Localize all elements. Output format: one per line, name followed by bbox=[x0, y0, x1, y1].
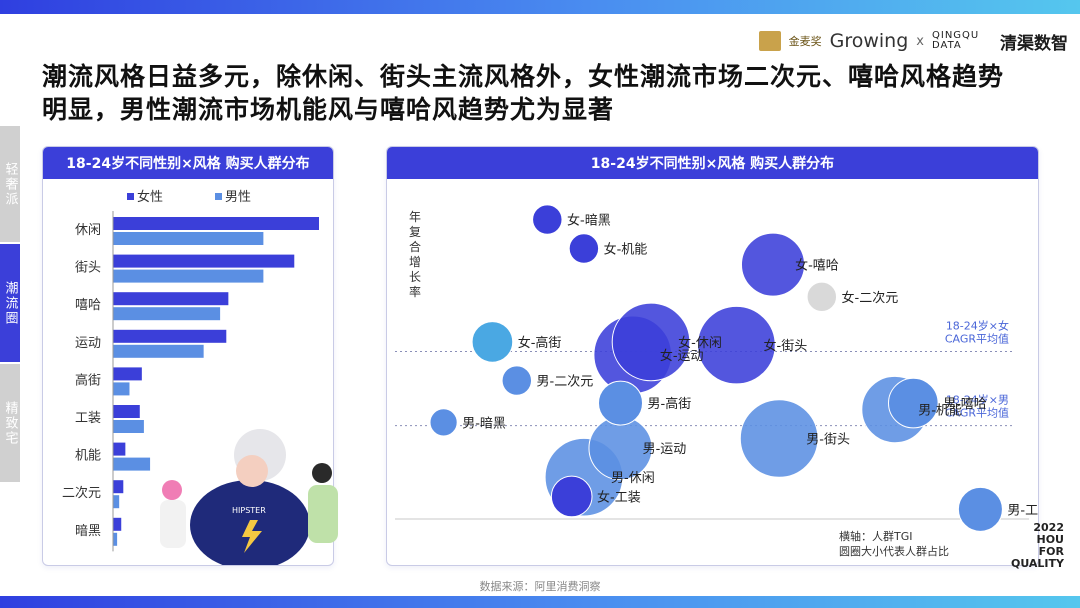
category-label: 暗黑 bbox=[75, 524, 101, 539]
bar-female bbox=[113, 329, 227, 343]
bar-male bbox=[113, 495, 120, 509]
reference-line-label: 18-24岁×女 CAGR平均值 bbox=[945, 319, 1009, 346]
footer-brand: 2022 HOU FOR QUALITY bbox=[1011, 522, 1064, 570]
hipster-illustration: HIPSTER bbox=[160, 429, 338, 565]
legend-label-0: 女性 bbox=[137, 189, 163, 205]
footnote-size: 圆圈大小代表人群占比 bbox=[839, 545, 949, 558]
bar-male bbox=[113, 457, 151, 471]
chart-footnote: 横轴：人群TGI 圆圈大小代表人群占比 bbox=[839, 529, 949, 559]
legend-swatch-0 bbox=[127, 193, 134, 200]
legend-label-1: 男性 bbox=[225, 190, 251, 205]
bubble-label: 女-休闲 bbox=[678, 335, 722, 351]
bubble bbox=[806, 281, 838, 313]
legend-swatch-1 bbox=[215, 193, 222, 200]
qingqu-logo-en: QINGQU DATA bbox=[932, 30, 980, 51]
bubble bbox=[957, 486, 1003, 532]
bar-female bbox=[113, 217, 319, 230]
bar-male bbox=[113, 307, 221, 321]
left-panel-title: 18-24岁不同性别×风格 购买人群分布 bbox=[43, 147, 333, 179]
bubble-label: 男-暗黑 bbox=[462, 416, 506, 431]
bubble bbox=[532, 204, 563, 235]
category-label: 休闲 bbox=[75, 223, 101, 238]
bar-female bbox=[113, 480, 124, 494]
bubble bbox=[568, 233, 600, 264]
bar-female bbox=[113, 442, 126, 456]
category-label: 二次元 bbox=[62, 485, 101, 501]
partner-logos: 金麦奖 Growing x QINGQU DATA 清渠数智 bbox=[758, 24, 1068, 58]
side-tab-1[interactable]: 轻奢派 bbox=[0, 126, 20, 242]
bar-female bbox=[113, 367, 142, 381]
bubble-label: 女-暗黑 bbox=[567, 213, 611, 229]
qingqu-logo-cn: 清渠数智 bbox=[1000, 33, 1068, 54]
bar-female bbox=[113, 254, 295, 268]
bubble bbox=[429, 408, 458, 437]
bar-male bbox=[113, 420, 144, 433]
bubble bbox=[471, 321, 514, 363]
bubble-label: 男-嘻哈 bbox=[943, 397, 987, 412]
bubble-label: 女-嘻哈 bbox=[795, 258, 839, 274]
bubble-label: 男-机能 bbox=[918, 404, 962, 419]
bubble-label: 男-街头 bbox=[806, 433, 850, 448]
growing-logo-text: Growing bbox=[829, 30, 909, 52]
footer-brand-line: 2022 bbox=[1033, 521, 1064, 534]
y-axis-label: 年复合增长率 bbox=[409, 210, 421, 299]
side-tab-3[interactable]: 精致宅 bbox=[0, 364, 20, 482]
bubble bbox=[611, 302, 691, 382]
footer-brand-line: HOU bbox=[1036, 533, 1065, 546]
bar-female bbox=[113, 517, 122, 531]
bubble-label: 女-二次元 bbox=[842, 290, 899, 306]
svg-text:HIPSTER: HIPSTER bbox=[232, 506, 266, 515]
logo-cross: x bbox=[916, 33, 924, 49]
footer-brand-line: FOR bbox=[1038, 545, 1064, 558]
category-label: 机能 bbox=[75, 449, 101, 464]
bar-female bbox=[113, 405, 140, 418]
category-label: 运动 bbox=[75, 336, 101, 351]
bubble-chart-svg: 年复合增长率 18-24岁×女 CAGR平均值 18-24岁×男 CAGR平均值 女-暗黑… bbox=[395, 204, 1038, 532]
bar-male bbox=[113, 382, 130, 396]
bubble-label: 男-二次元 bbox=[537, 374, 594, 390]
jinmaijiang-logo-icon bbox=[758, 31, 781, 51]
bubble-label: 女-高街 bbox=[518, 335, 562, 351]
right-chart-panel: 18-24岁不同性别×风格 购买人群分布 年复合增长率 18-24岁×女 CAGR平… bbox=[386, 146, 1039, 566]
top-gradient-bar bbox=[0, 0, 1080, 14]
category-label: 街头 bbox=[75, 261, 101, 276]
side-tab-2[interactable]: 潮流圈 bbox=[0, 244, 20, 362]
bar-female bbox=[113, 292, 229, 306]
jinmaijiang-logo-text: 金麦奖 bbox=[788, 34, 822, 48]
right-panel-title: 18-24岁不同性别×风格 购买人群分布 bbox=[387, 147, 1038, 179]
bubble-label: 女-工装 bbox=[597, 489, 641, 505]
bar-male bbox=[113, 344, 204, 358]
bubble bbox=[740, 232, 806, 297]
bubble bbox=[550, 475, 593, 518]
bubble bbox=[697, 305, 776, 385]
bubble bbox=[501, 365, 533, 396]
bubble-label: 女-运动 bbox=[660, 348, 704, 364]
bar-male bbox=[113, 232, 264, 245]
category-label: 工装 bbox=[75, 411, 101, 426]
footer-brand-line: QUALITY bbox=[1010, 557, 1064, 570]
bubble-label: 女-机能 bbox=[604, 242, 648, 258]
page-title: 潮流风格日益多元，除休闲、街头主流风格外，女性潮流市场二次元、嘻哈风格趋势明显，… bbox=[42, 62, 1005, 124]
data-source: 数据来源：阿里消费洞察 bbox=[479, 580, 601, 593]
bottom-gradient-bar bbox=[0, 596, 1080, 608]
bubble bbox=[888, 377, 939, 429]
bubble-label: 女-街头 bbox=[764, 338, 808, 354]
reference-line-label: 18-24岁×男 CAGR平均值 bbox=[945, 393, 1009, 420]
bubble-label: 男-高街 bbox=[648, 396, 692, 412]
bubble bbox=[739, 399, 819, 478]
bar-male bbox=[113, 269, 264, 283]
bubble-label: 男-运动 bbox=[643, 442, 687, 457]
bubble bbox=[598, 380, 643, 426]
footnote-x: 横轴：人群TGI bbox=[839, 530, 913, 543]
bubble-label: 男-工装 bbox=[1007, 503, 1038, 518]
bar-male bbox=[113, 532, 118, 546]
category-label: 高街 bbox=[75, 372, 101, 388]
category-label: 嘻哈 bbox=[75, 298, 101, 313]
bubble-label: 男-休闲 bbox=[611, 471, 655, 486]
